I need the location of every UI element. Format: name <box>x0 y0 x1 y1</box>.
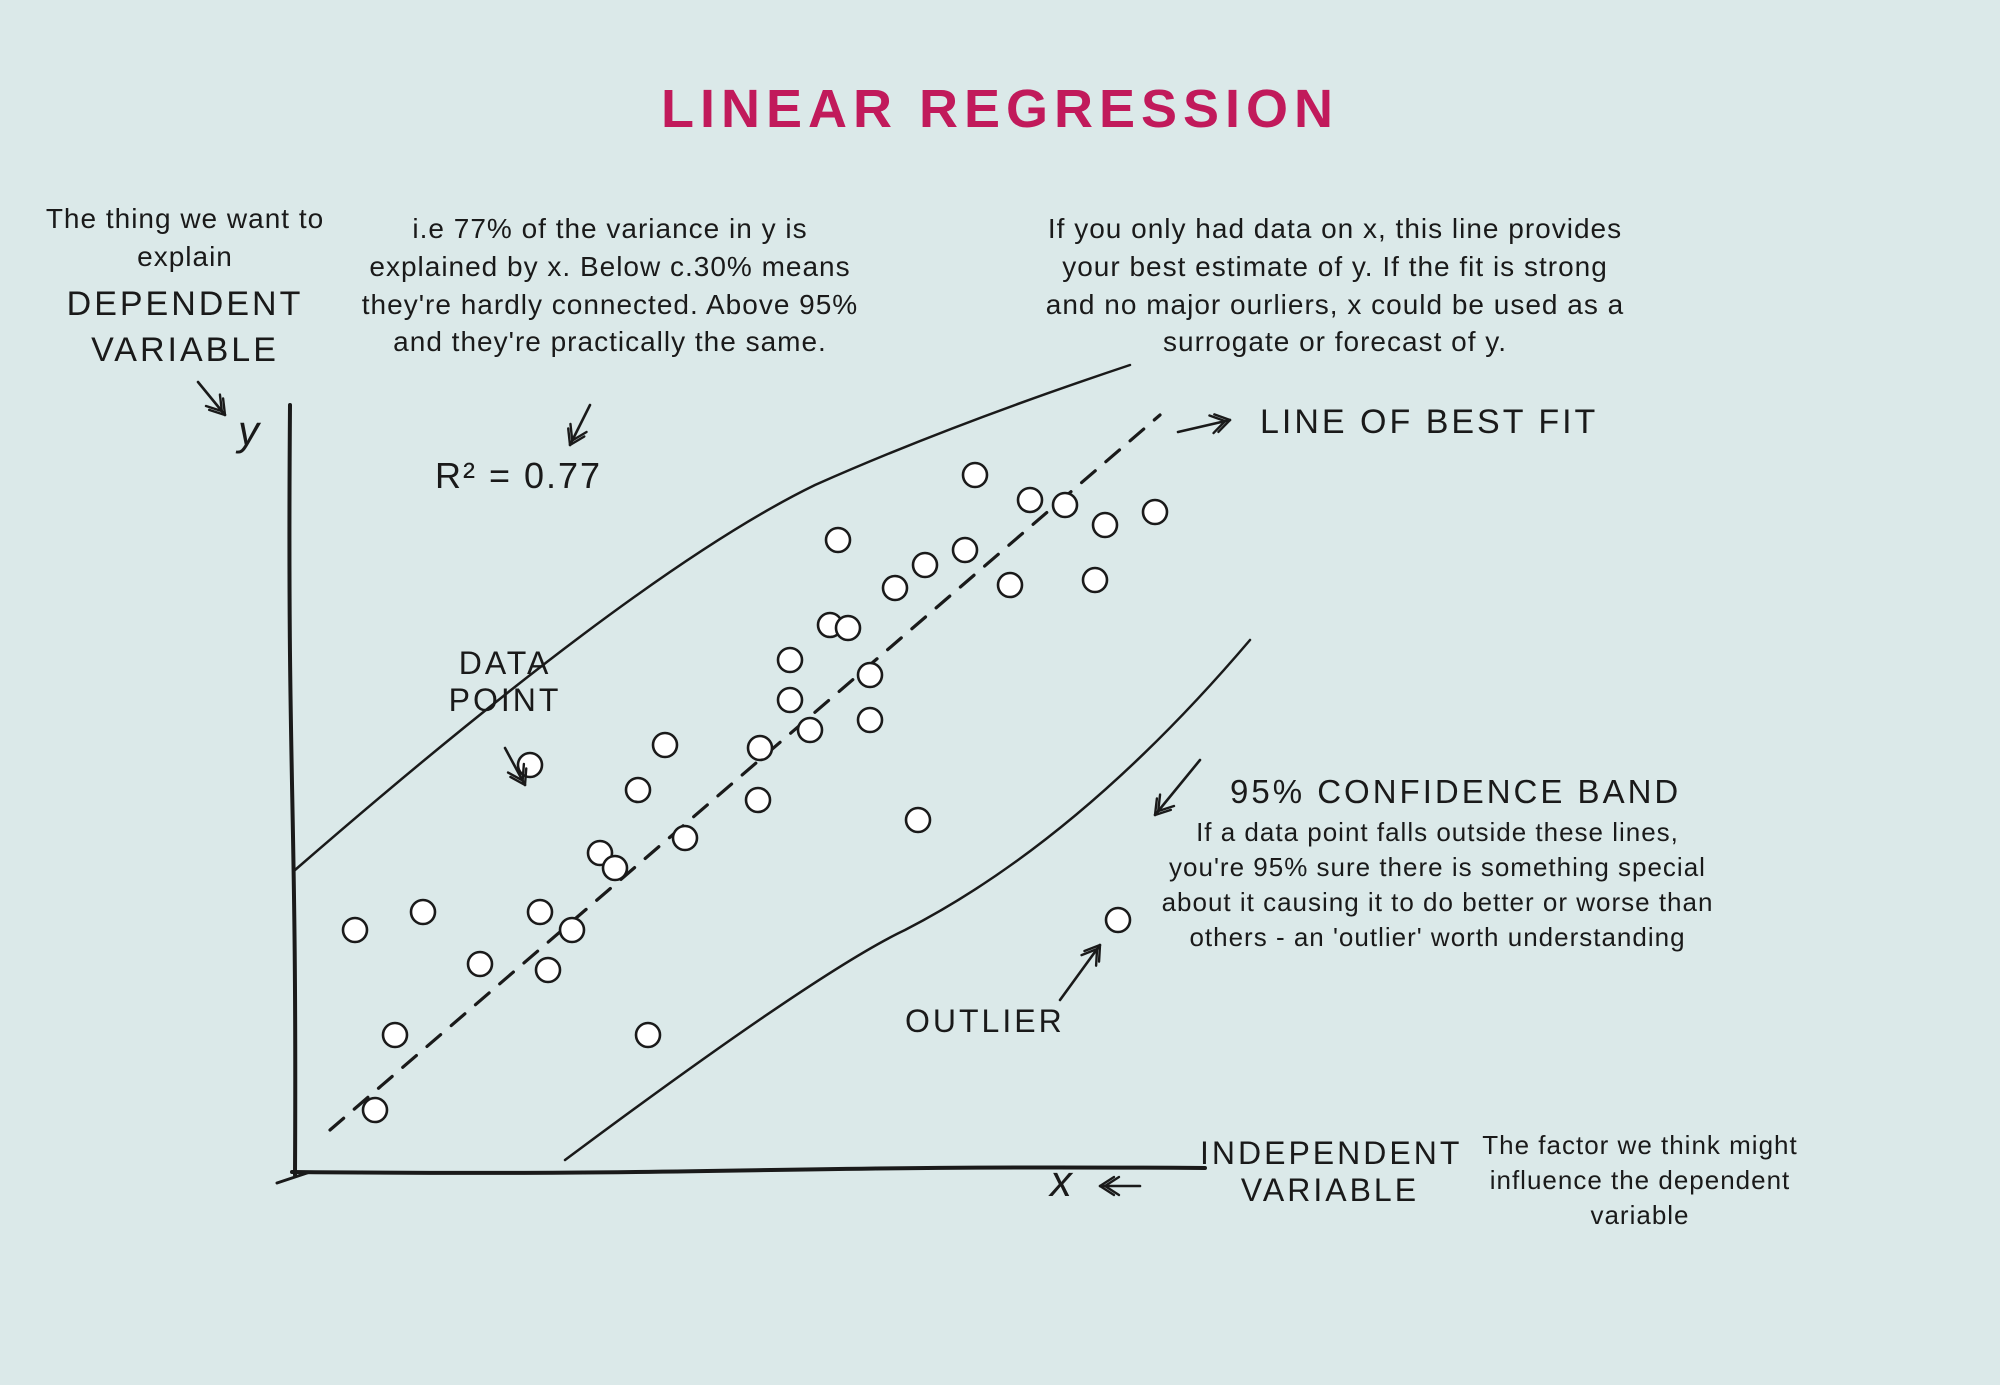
data-point <box>603 856 627 880</box>
data-point <box>906 808 930 832</box>
data-point <box>468 952 492 976</box>
data-point <box>746 788 770 812</box>
data-point <box>653 733 677 757</box>
data-point <box>1018 488 1042 512</box>
y-axis <box>289 405 295 1175</box>
fit-arrow-shaft <box>1178 420 1230 432</box>
data-point <box>798 718 822 742</box>
data-point <box>953 538 977 562</box>
data-point <box>528 900 552 924</box>
data-point <box>836 616 860 640</box>
data-point <box>383 1023 407 1047</box>
confidence-upper <box>295 365 1130 870</box>
regression-chart <box>0 0 2000 1385</box>
data-point <box>913 553 937 577</box>
conf-arrow-shaft <box>1155 760 1200 815</box>
data-point <box>1143 500 1167 524</box>
data-point <box>858 663 882 687</box>
data-point <box>673 826 697 850</box>
out-arrow-shaft <box>1060 945 1100 1000</box>
data-point <box>1083 568 1107 592</box>
data-point <box>883 576 907 600</box>
data-point <box>560 918 584 942</box>
data-point <box>363 1098 387 1122</box>
data-point <box>778 688 802 712</box>
data-point <box>636 1023 660 1047</box>
data-point <box>1053 493 1077 517</box>
data-point <box>826 528 850 552</box>
data-point <box>1106 908 1130 932</box>
data-point <box>518 753 542 777</box>
data-point <box>748 736 772 760</box>
data-point <box>963 463 987 487</box>
data-point <box>998 573 1022 597</box>
data-point <box>536 958 560 982</box>
x-axis <box>292 1167 1205 1172</box>
data-point <box>626 778 650 802</box>
data-point <box>411 900 435 924</box>
confidence-lower <box>565 640 1250 1160</box>
data-point <box>858 708 882 732</box>
data-point <box>778 648 802 672</box>
data-point <box>1093 513 1117 537</box>
data-point <box>343 918 367 942</box>
